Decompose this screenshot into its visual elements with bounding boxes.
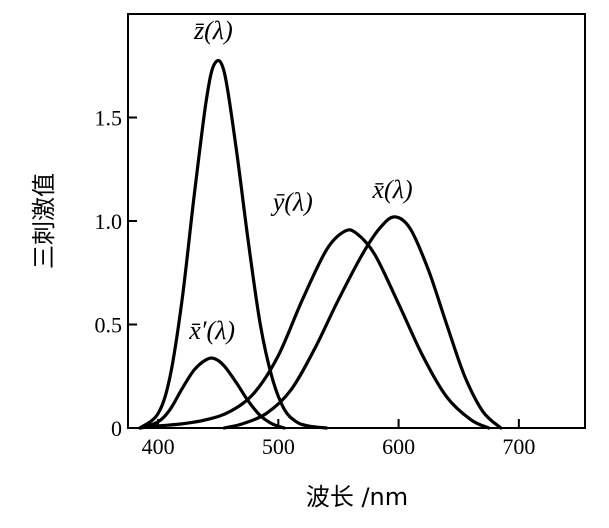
tick-labels-group: 400 500 600 700 0 0.5 1.0 1.5: [95, 106, 536, 460]
y-tick-label-0.5: 0.5: [95, 313, 123, 338]
y-axis-title: 三刺激值: [30, 173, 58, 269]
curves-group: [138, 58, 503, 430]
series-line-x-bar: [222, 215, 503, 430]
y-tick-label-1.0: 1.0: [95, 209, 123, 234]
series-line-y-bar: [138, 228, 491, 430]
series-line-z-bar: [138, 58, 328, 430]
curve-labels-group: z̄(λ) x̄′(λ) ȳ(λ) x̄(λ): [188, 16, 412, 345]
x-axis-title: 波长 /nm: [306, 483, 408, 511]
x-tick-label-500: 500: [262, 434, 295, 459]
y-tick-label-1.5: 1.5: [95, 106, 123, 131]
series-label-x-bar-prime: x̄′(λ): [188, 316, 235, 345]
x-tick-label-600: 600: [382, 434, 415, 459]
series-label-y-bar: ȳ(λ): [270, 188, 313, 217]
x-tick-label-400: 400: [142, 434, 175, 459]
y-tick-label-0: 0: [111, 416, 122, 441]
series-label-x-bar: x̄(λ): [372, 175, 413, 204]
series-label-z-bar: z̄(λ): [193, 16, 233, 45]
x-tick-label-700: 700: [502, 434, 535, 459]
